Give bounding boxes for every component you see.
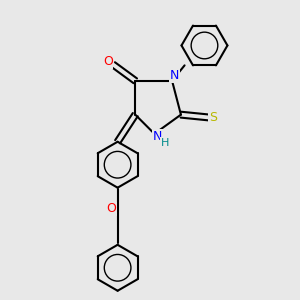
Text: N: N xyxy=(170,69,179,82)
Text: H: H xyxy=(160,138,169,148)
Text: N: N xyxy=(153,130,162,143)
Text: O: O xyxy=(103,55,113,68)
Text: S: S xyxy=(209,111,217,124)
Text: O: O xyxy=(106,202,116,215)
